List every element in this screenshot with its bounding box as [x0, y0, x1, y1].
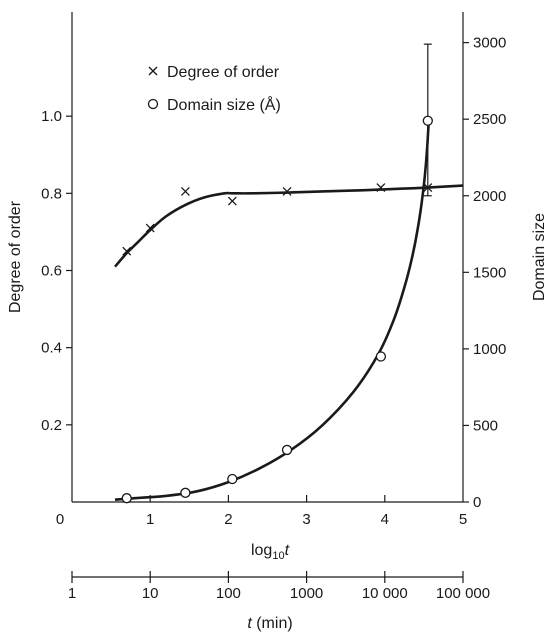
ticks: [66, 42, 469, 583]
data-point-x: [376, 183, 386, 193]
series-curve-domain-size: [114, 123, 430, 501]
legend: Degree of order Domain size (Å): [147, 64, 281, 114]
x-axis-tick-label: 3: [302, 511, 310, 528]
right-axis-tick-label: 2000: [473, 188, 506, 205]
secondary-x-axis-tick-label: 100 000: [436, 585, 490, 602]
data-point-x: [145, 223, 155, 233]
x-axis-title-var: t: [285, 542, 290, 559]
right-axis-tick-label: 0: [473, 494, 481, 511]
left-axis-tick-label: 0.2: [41, 417, 62, 434]
data-point-x: [180, 186, 190, 196]
right-axis-tick-label: 500: [473, 417, 498, 434]
secondary-x-axis-tick-label: 100: [216, 585, 241, 602]
left-axis-tick-label: 1.0: [41, 108, 62, 125]
secondary-x-axis-title-unit: (min): [252, 615, 293, 632]
right-axis-tick-label: 1000: [473, 341, 506, 358]
x-axis-title: log10t: [251, 542, 290, 562]
data-point-circle: [375, 351, 387, 362]
legend-marker-circle: [147, 98, 159, 110]
data-point-circle: [180, 487, 191, 498]
secondary-x-axis-tick-label: 1000: [290, 585, 323, 602]
left-axis-tick-label: 0.8: [41, 185, 62, 202]
secondary-x-axis-title-var: t: [247, 615, 252, 632]
legend-marker-x: [148, 66, 158, 76]
secondary-x-axis-tick-label: 1: [68, 585, 76, 602]
secondary-x-axis-tick-label: 10: [142, 585, 159, 602]
right-axis-title: Domain size: [531, 213, 548, 301]
x-axis-title-sub: 10: [272, 550, 284, 562]
data-point-circle: [281, 444, 293, 456]
data-point-circle: [422, 115, 433, 126]
x-axis-tick-label: 1: [146, 511, 154, 528]
secondary-x-axis-title: t (min): [247, 615, 292, 632]
right-axis-tick-label: 1500: [473, 264, 506, 281]
secondary-x-axis-tick-label: 10 000: [362, 585, 408, 602]
series-curve-degree-of-order: [114, 184, 464, 268]
x-axis-tick-label: 0: [56, 511, 64, 528]
data-point-circle: [121, 493, 132, 504]
data-point-x: [227, 196, 237, 206]
right-axis-tick-label: 2500: [473, 111, 506, 128]
data-point-x: [122, 246, 132, 256]
data-point-circle: [227, 473, 238, 485]
left-axis-title: Degree of order: [7, 200, 24, 313]
left-axis-tick-label: 0.6: [41, 263, 62, 280]
series-curves: [114, 123, 464, 501]
tick-labels: 0.2 0.4 0.6 0.8 1.0 0 500 1000 1500 2000 2500 3000 0…: [41, 35, 506, 602]
right-axis-tick-label: 3000: [473, 35, 506, 52]
data-point-x: [282, 186, 292, 196]
left-axis-tick-label: 0.4: [41, 340, 62, 357]
axes: [71, 12, 464, 578]
x-axis-title-prefix: log: [251, 542, 272, 559]
legend-label-domain-size: Domain size (Å): [167, 95, 281, 114]
x-axis-tick-label: 2: [224, 511, 232, 528]
x-axis-tick-label: 5: [459, 511, 467, 528]
legend-label-degree-of-order: Degree of order: [167, 64, 280, 81]
series-markers: [121, 43, 433, 504]
x-axis-tick-label: 4: [381, 511, 389, 528]
